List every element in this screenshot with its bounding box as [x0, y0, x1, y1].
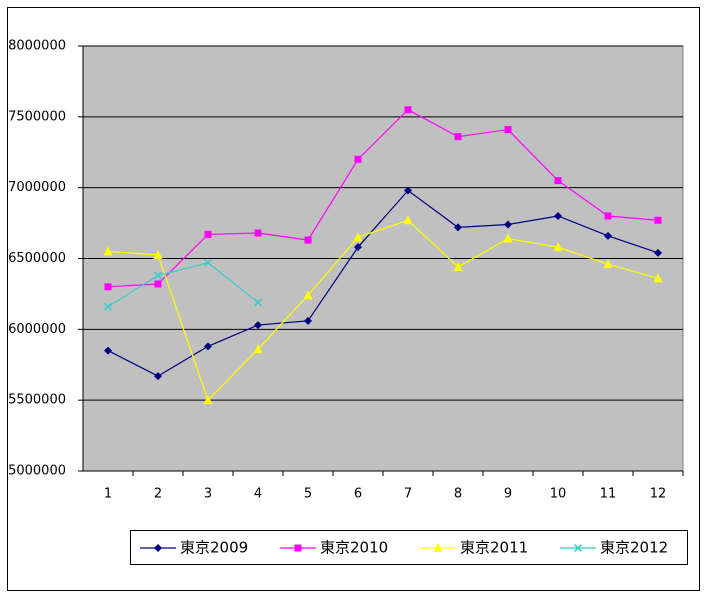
data-point	[354, 155, 362, 163]
legend-marker	[573, 543, 583, 553]
data-point	[653, 273, 663, 283]
data-point	[304, 236, 312, 244]
data-point	[104, 283, 112, 291]
x-tick-label: 1	[104, 487, 112, 502]
y-tick-label: 6000000	[8, 322, 66, 337]
legend-label: 東京2012	[600, 539, 668, 557]
data-point	[504, 220, 512, 229]
data-point	[604, 231, 612, 240]
y-tick-label: 6500000	[8, 251, 66, 266]
x-tick-label: 10	[550, 487, 567, 502]
data-point	[304, 316, 312, 325]
data-point	[103, 302, 113, 311]
series-line	[107, 109, 659, 288]
x-tick-label: 11	[600, 487, 617, 502]
y-tick-label: 5500000	[8, 393, 66, 408]
y-tick-label: 7000000	[8, 180, 66, 195]
x-tick-label: 4	[254, 487, 262, 502]
data-point	[253, 298, 263, 307]
series-line	[107, 189, 659, 377]
data-point	[603, 259, 613, 269]
x-tick-label: 3	[204, 487, 212, 502]
x-tick-label: 8	[454, 487, 462, 502]
data-point	[654, 248, 662, 257]
data-point	[104, 346, 112, 355]
legend-label: 東京2010	[320, 539, 388, 557]
data-point	[604, 212, 612, 220]
y-tick-label: 8000000	[8, 39, 66, 54]
legend-label: 東京2009	[180, 539, 248, 557]
x-tick-label: 6	[354, 487, 362, 502]
x-tick-label: 12	[650, 487, 667, 502]
data-point	[454, 223, 462, 232]
data-point	[153, 271, 163, 280]
data-point	[654, 216, 662, 224]
series-line	[107, 262, 259, 308]
data-point	[504, 126, 512, 134]
y-tick-label: 7500000	[8, 109, 66, 124]
data-point	[253, 344, 263, 354]
data-point	[303, 290, 313, 300]
data-point	[254, 321, 262, 330]
data-point	[203, 395, 213, 405]
data-point	[203, 258, 213, 267]
data-point	[403, 215, 413, 225]
data-point	[204, 230, 212, 238]
x-tick-label: 2	[154, 487, 162, 502]
data-point	[553, 242, 563, 252]
data-point	[153, 249, 163, 259]
data-point	[503, 233, 513, 243]
legend-label: 東京2011	[460, 539, 528, 557]
x-tick-label: 5	[304, 487, 312, 502]
legend-marker	[433, 543, 443, 552]
data-point	[554, 177, 562, 185]
data-point	[154, 280, 162, 288]
data-point	[454, 133, 462, 141]
y-tick-label: 5000000	[8, 464, 66, 479]
data-point	[554, 212, 562, 220]
data-point	[404, 106, 412, 114]
x-tick-label: 9	[504, 487, 512, 502]
data-point	[354, 243, 362, 252]
legend-marker	[154, 544, 162, 552]
data-point	[453, 262, 463, 271]
series-line	[107, 219, 659, 402]
legend-marker	[294, 544, 302, 552]
x-tick-label: 7	[404, 487, 412, 502]
data-point	[154, 372, 162, 381]
data-point	[254, 229, 262, 237]
data-point	[404, 186, 412, 195]
data-point	[353, 232, 363, 242]
data-point	[103, 246, 113, 256]
data-point	[204, 342, 212, 351]
